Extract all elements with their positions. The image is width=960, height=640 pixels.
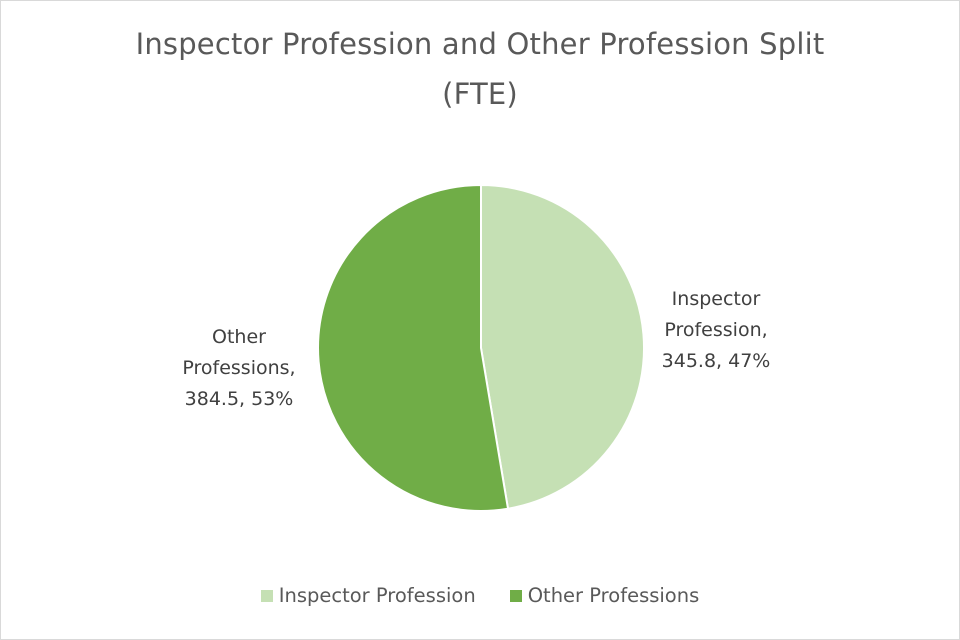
data-label-inspector-profession: Inspector Profession, 345.8, 47% <box>641 284 791 377</box>
pie-slice-inspector-profession[interactable] <box>480 183 645 510</box>
chart-title: Inspector Profession and Other Professio… <box>135 27 825 61</box>
data-label-other-professions: Other Professions, 384.5, 53% <box>164 322 314 415</box>
legend: Inspector Profession Other Professions <box>1 584 959 607</box>
chart-subtitle: (FTE) <box>442 77 518 111</box>
data-label-line: Other <box>212 326 266 348</box>
legend-entry-other-professions[interactable]: Other Professions <box>509 584 700 607</box>
legend-entry-inspector-profession[interactable]: Inspector Profession <box>260 584 476 607</box>
data-label-line: 345.8, 47% <box>661 350 771 372</box>
pie-slice-other-professions[interactable] <box>317 183 510 512</box>
data-label-line: Profession, <box>664 319 768 341</box>
legend-swatch <box>509 589 522 602</box>
data-label-line: Inspector <box>671 288 761 310</box>
data-label-line: Professions, <box>182 357 296 379</box>
legend-label: Other Professions <box>527 584 700 607</box>
legend-swatch <box>260 589 273 602</box>
data-label-line: 384.5, 53% <box>184 388 294 410</box>
legend-label: Inspector Profession <box>278 584 476 607</box>
